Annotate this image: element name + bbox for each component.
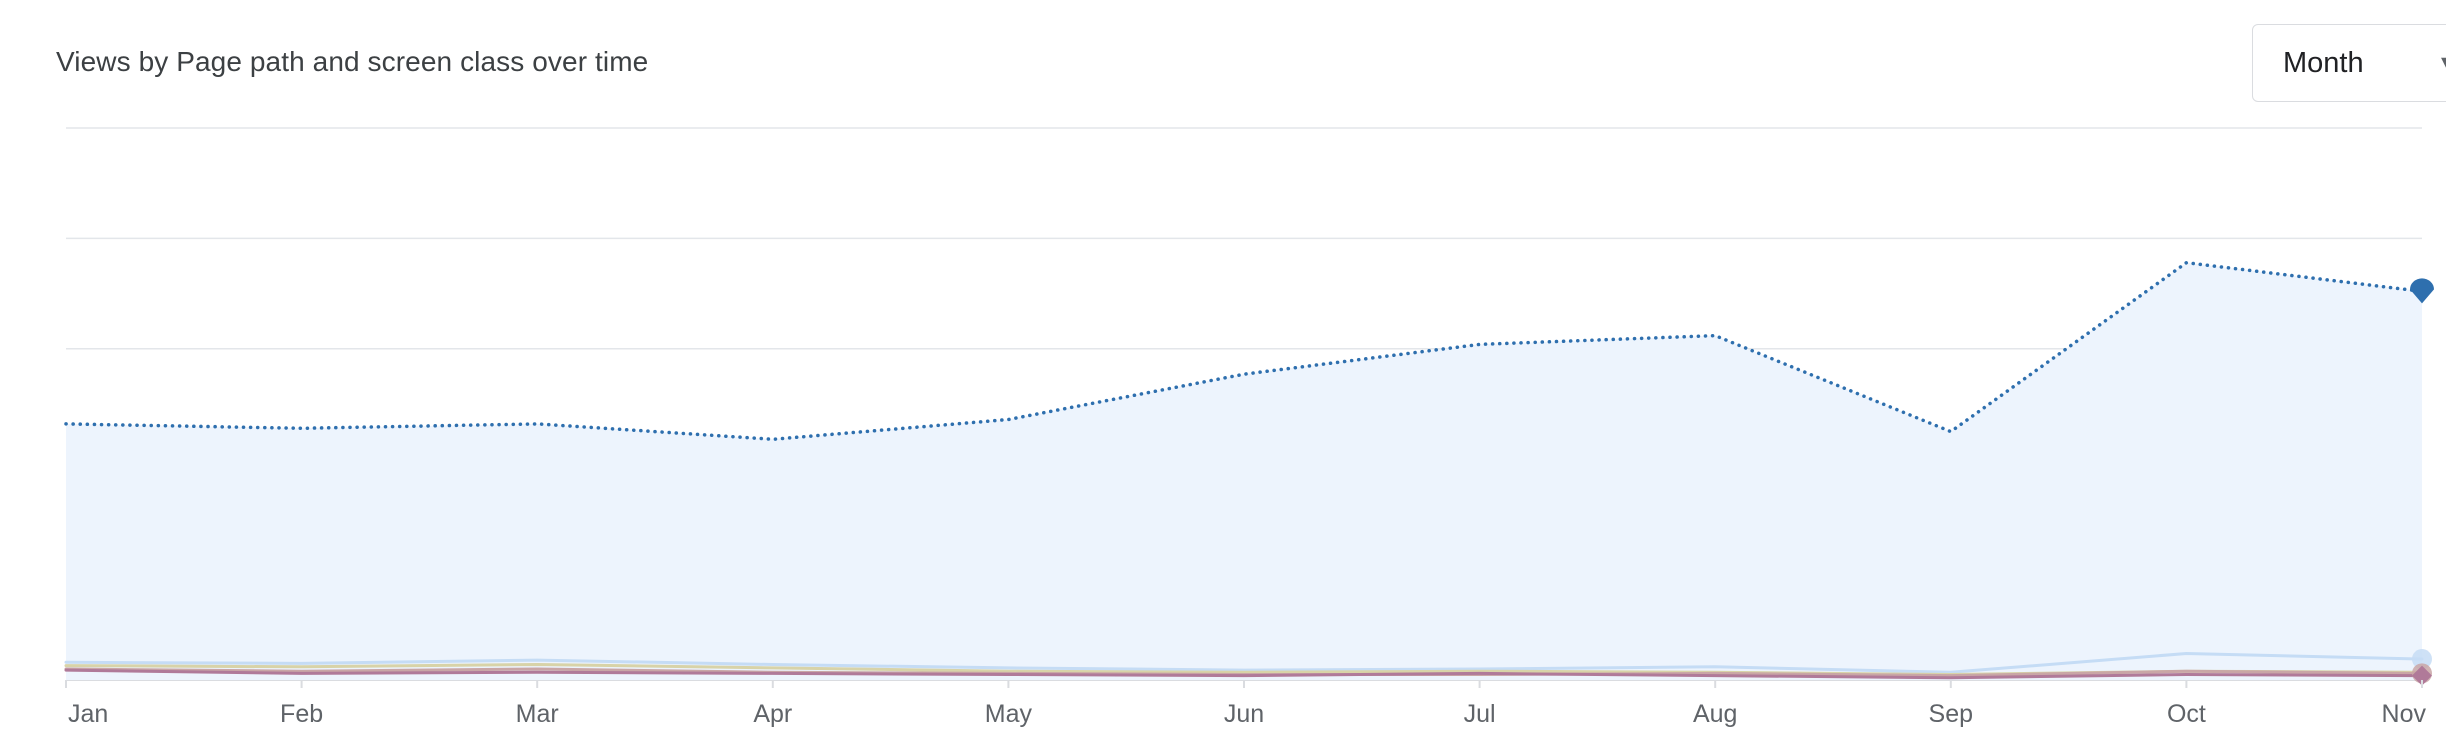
- x-tick-label: Apr: [753, 700, 792, 728]
- chevron-down-icon: ▾: [2441, 49, 2446, 75]
- x-tick-label: Jun: [1224, 700, 1264, 728]
- series-end-marker-2: [2412, 649, 2432, 670]
- x-tick-label: Feb: [280, 700, 323, 728]
- x-tick-label: Aug: [1693, 700, 1737, 728]
- x-tick-label: Jul: [1464, 700, 1496, 728]
- area-fills: [66, 262, 2422, 680]
- x-tick-label: Nov: [2382, 700, 2427, 728]
- x-axis: Jan Feb Mar Apr May Jun Jul Aug Sep Oct Nov: [65, 680, 2427, 728]
- x-tick-label: Oct: [2167, 700, 2206, 728]
- series-line-5: [64, 668, 2424, 680]
- x-tick-label: Mar: [516, 700, 559, 728]
- series-area-1: [66, 262, 2422, 680]
- chart-title: Views by Page path and screen class over…: [56, 46, 649, 77]
- x-tick-label: Jan: [68, 700, 108, 728]
- series-lines: [64, 260, 2424, 680]
- series-line-2: [64, 652, 2424, 674]
- series-end-marker-1: [2410, 278, 2434, 304]
- series-end-markers: [2410, 278, 2434, 686]
- granularity-dropdown[interactable]: Month ▾: [2252, 24, 2446, 102]
- x-tick-label: Sep: [1929, 700, 1973, 728]
- granularity-dropdown-label: Month: [2283, 47, 2364, 79]
- series-end-marker-5: [2412, 665, 2432, 686]
- series-line-1: [64, 260, 2424, 442]
- x-tick-label: May: [985, 700, 1033, 728]
